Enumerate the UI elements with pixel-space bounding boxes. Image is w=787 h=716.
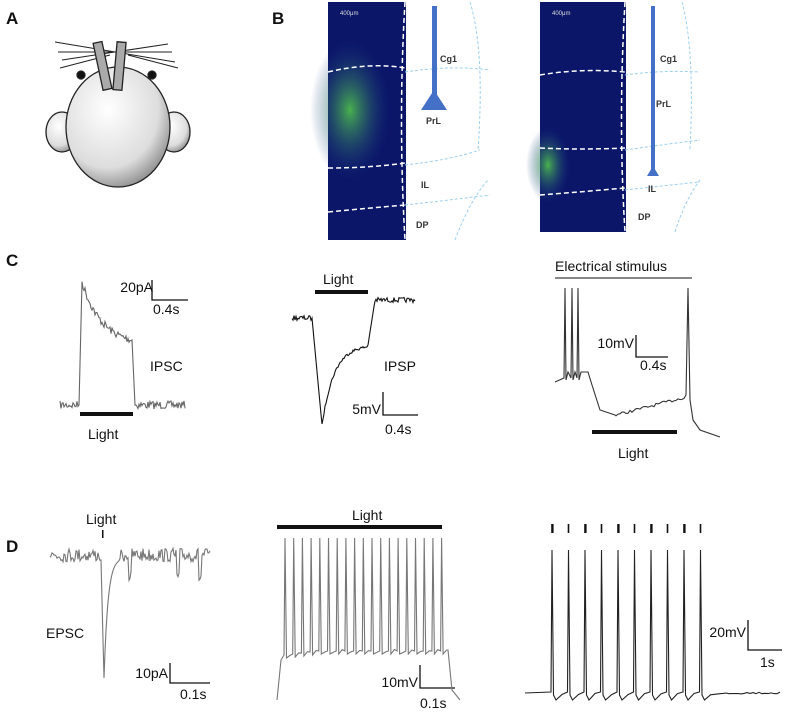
scale-label: 1s bbox=[760, 654, 775, 670]
stimulus-tick bbox=[699, 524, 702, 533]
stimulus-label: Light bbox=[323, 271, 353, 287]
scale-label: 0.4s bbox=[640, 357, 666, 373]
scale-label: 10mV bbox=[597, 335, 634, 351]
trace bbox=[59, 281, 186, 411]
stimulus-tick bbox=[600, 524, 603, 533]
stimulus-tick bbox=[683, 524, 686, 533]
region-label: IL bbox=[421, 180, 430, 190]
stimulus-label: Light bbox=[618, 445, 648, 461]
scale-bar-label: 400μm bbox=[340, 11, 358, 17]
panel-label: B bbox=[272, 9, 284, 28]
panel-label: D bbox=[6, 537, 18, 556]
trace-label: EPSC bbox=[46, 625, 84, 641]
traces bbox=[49, 281, 781, 701]
trace-title: Electrical stimulus bbox=[555, 258, 667, 274]
scale-bars bbox=[151, 277, 782, 689]
scale-label: 0.4s bbox=[385, 421, 411, 437]
stimulus-bars bbox=[80, 290, 677, 538]
scale-label: 0.1s bbox=[420, 695, 446, 711]
scale-label: 20mV bbox=[709, 624, 746, 640]
stimulus-tick bbox=[617, 524, 620, 533]
trace bbox=[554, 287, 721, 438]
region-label: IL bbox=[648, 184, 657, 194]
stimulus-tick bbox=[551, 524, 554, 533]
region-label: DP bbox=[638, 212, 651, 222]
region-label: PrL bbox=[426, 116, 442, 126]
trace bbox=[291, 296, 416, 425]
trace-label: IPSC bbox=[150, 358, 183, 374]
panel-label: A bbox=[6, 9, 18, 28]
stimulus-tick bbox=[633, 524, 636, 533]
trace-label: IPSP bbox=[384, 358, 416, 374]
scale-label: 10pA bbox=[135, 665, 168, 681]
trace bbox=[276, 537, 461, 701]
panel-label: C bbox=[6, 251, 18, 270]
stimulus-tick bbox=[666, 524, 669, 533]
section-2: 400μm Cg1 PrL IL DP bbox=[526, 1, 701, 233]
scale-label: 20pA bbox=[120, 279, 153, 295]
mouse-head bbox=[45, 40, 191, 188]
scale-label: 5mV bbox=[352, 401, 381, 417]
stimulus-tick bbox=[650, 524, 653, 533]
trace bbox=[524, 549, 781, 701]
scale-label: 0.1s bbox=[180, 686, 206, 702]
stimulus-label: Light bbox=[352, 507, 382, 523]
section-1: 400μm Cg1 PrL IL DP bbox=[310, 1, 491, 241]
stimulus-label: Light bbox=[88, 426, 118, 442]
stimulus-tick bbox=[567, 524, 570, 533]
region-label: Cg1 bbox=[660, 54, 677, 64]
region-label: DP bbox=[416, 220, 429, 230]
stimulus-label: Light bbox=[86, 511, 116, 527]
region-label: Cg1 bbox=[440, 54, 457, 64]
scale-bar-label: 400μm bbox=[552, 11, 570, 17]
trace bbox=[49, 546, 211, 679]
scale-label: 0.4s bbox=[153, 301, 179, 317]
stimulus-tick bbox=[584, 524, 587, 533]
region-label: PrL bbox=[656, 99, 672, 109]
scale-label: 10mV bbox=[381, 674, 418, 690]
